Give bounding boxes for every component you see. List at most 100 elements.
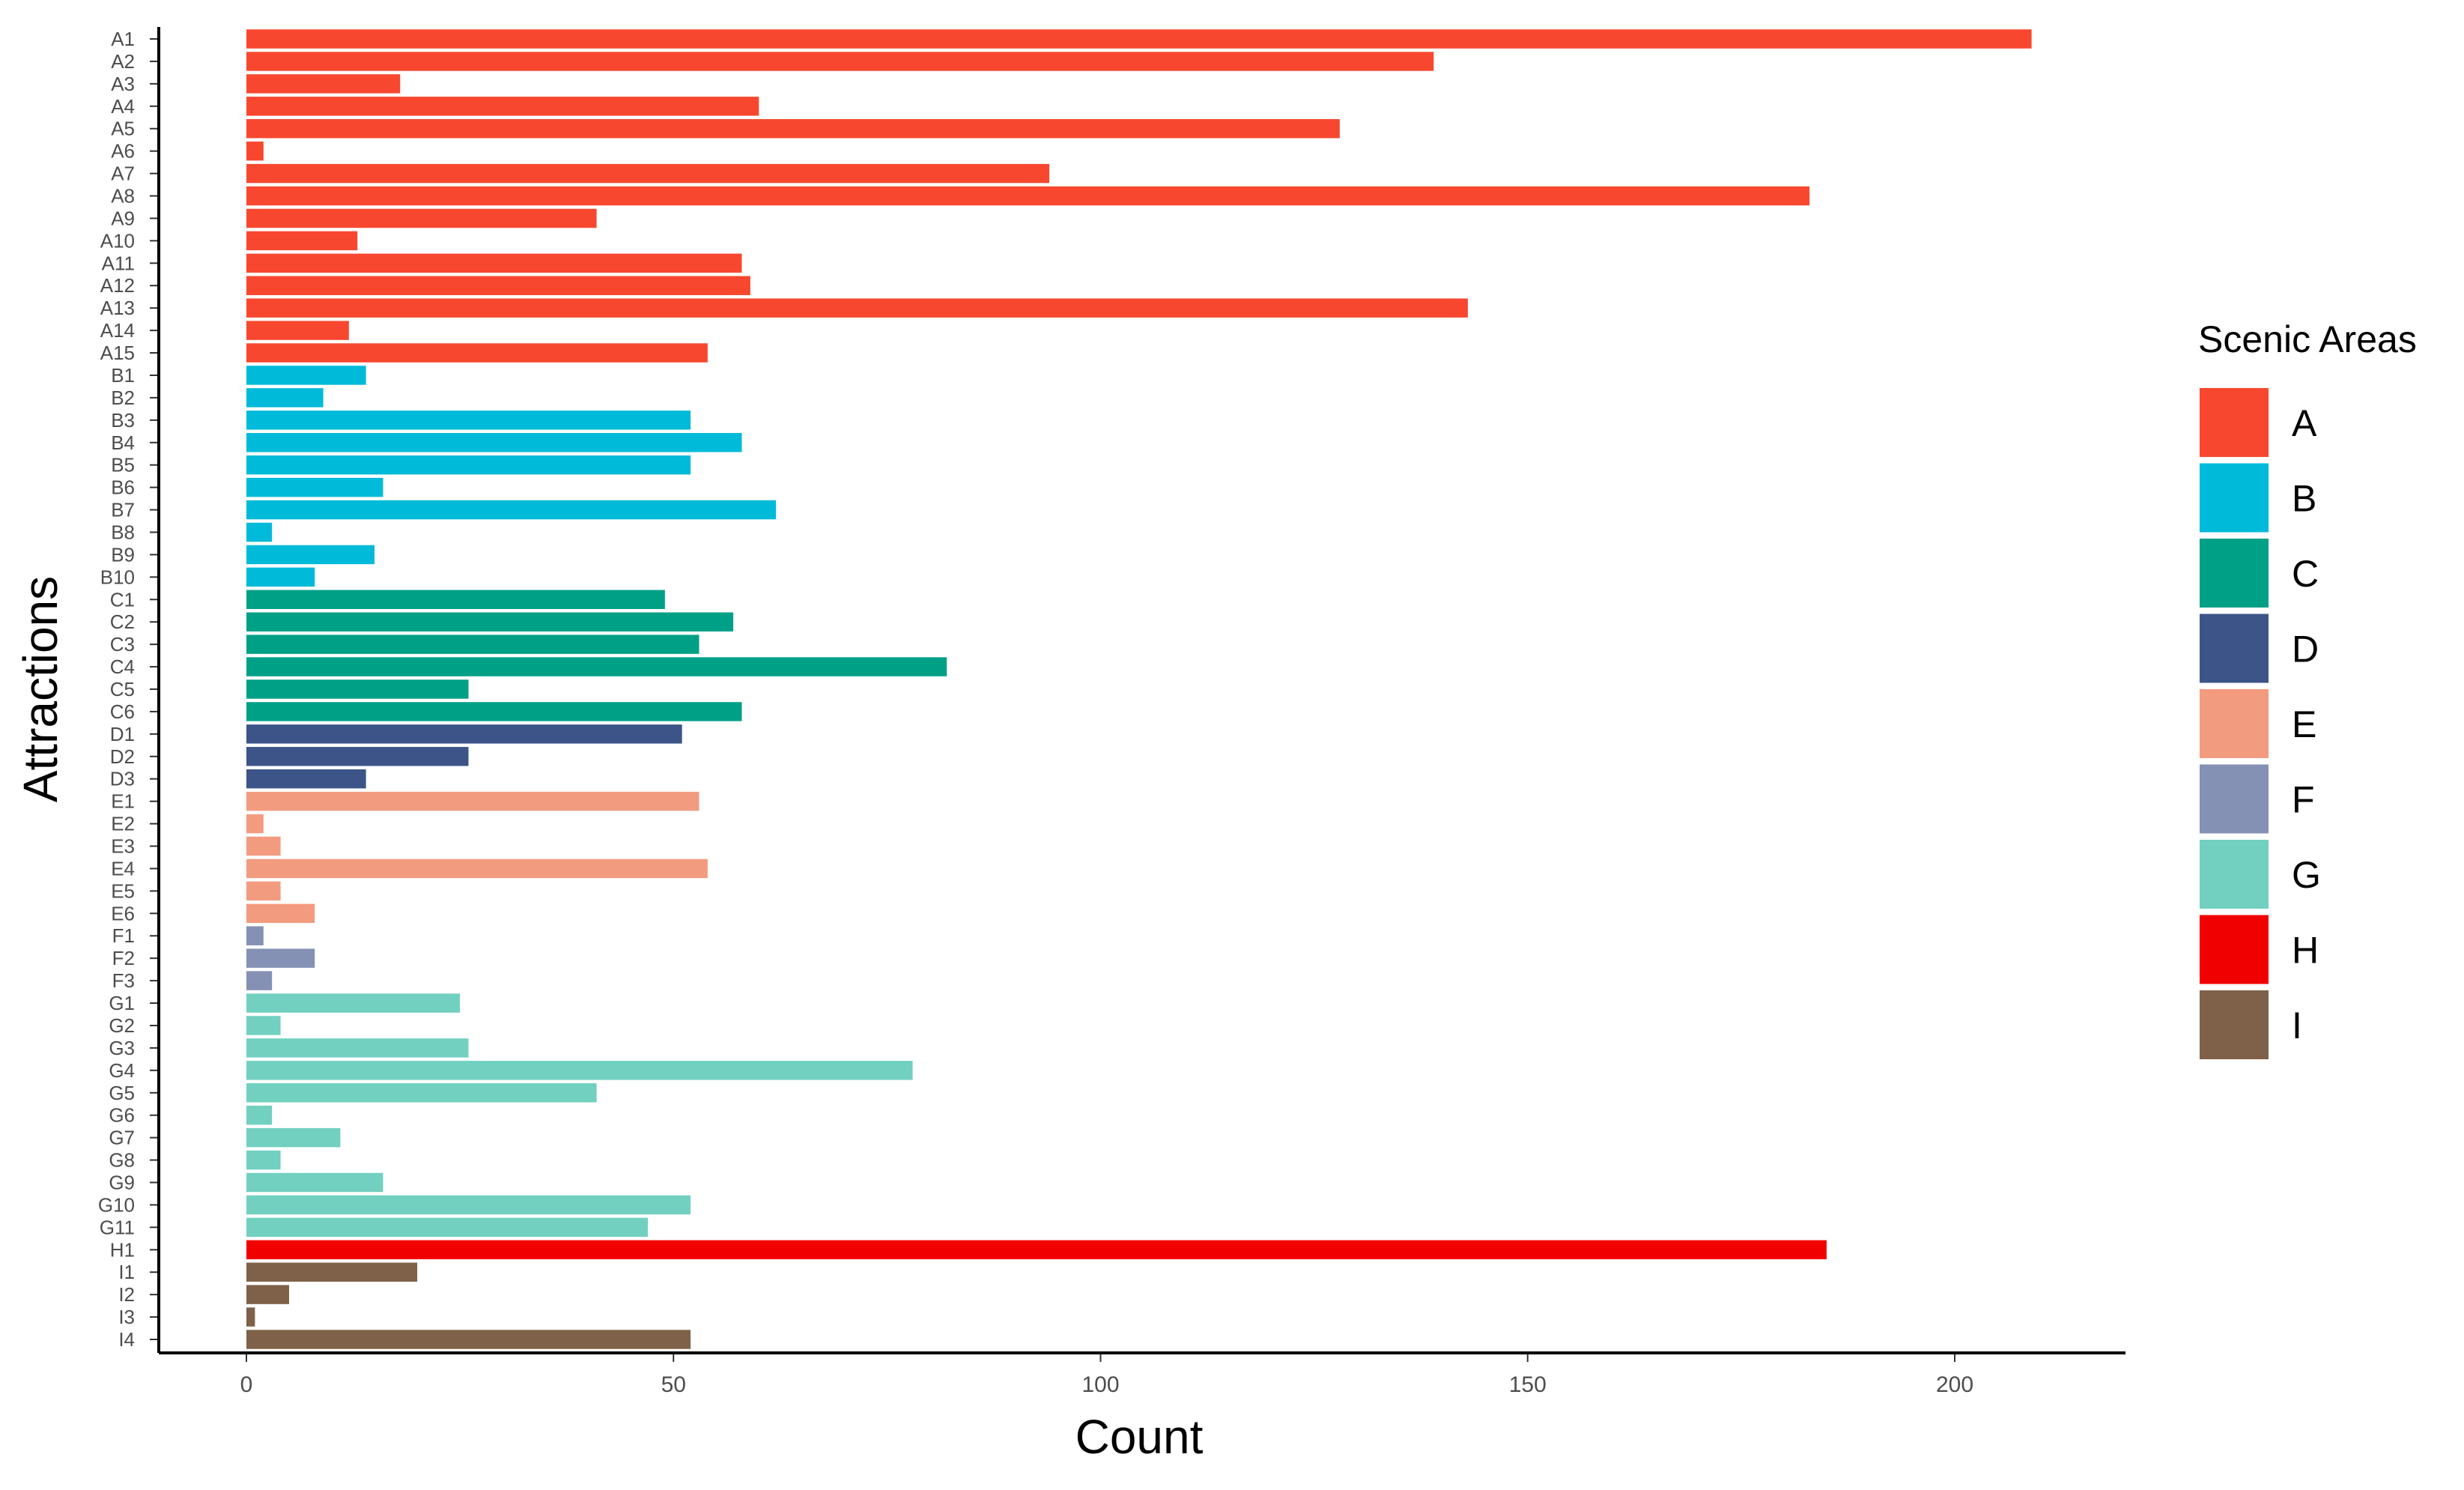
y-tick-label-i4: I4 bbox=[118, 1328, 135, 1351]
x-axis-title: Count bbox=[1075, 1410, 1204, 1464]
y-tick-label-a9: A9 bbox=[111, 207, 135, 229]
bar-b1 bbox=[246, 366, 366, 385]
bar-a3 bbox=[246, 74, 401, 94]
bar-c3 bbox=[246, 635, 700, 654]
y-tick-label-e1: E1 bbox=[111, 790, 135, 813]
bar-b5 bbox=[246, 455, 691, 475]
y-tick-label-b4: B4 bbox=[111, 431, 135, 454]
bar-a13 bbox=[246, 298, 1468, 318]
bar-b7 bbox=[246, 500, 777, 520]
legend-key-a bbox=[2200, 388, 2269, 457]
bar-i1 bbox=[246, 1262, 418, 1282]
bar-i2 bbox=[246, 1285, 290, 1304]
y-tick-label-c5: C5 bbox=[110, 678, 135, 700]
bar-a10 bbox=[246, 231, 358, 251]
bar-g7 bbox=[246, 1127, 341, 1148]
y-tick-label-a8: A8 bbox=[111, 185, 135, 208]
y-tick-label-e2: E2 bbox=[111, 813, 135, 835]
y-tick-label-c4: C4 bbox=[110, 655, 135, 678]
bar-c4 bbox=[246, 657, 947, 676]
legend-label-f: F bbox=[2292, 779, 2315, 821]
bar-a15 bbox=[246, 343, 708, 363]
y-tick-label-g6: G6 bbox=[109, 1104, 135, 1127]
bar-e5 bbox=[246, 881, 281, 901]
legend-key-f bbox=[2200, 764, 2269, 834]
y-tick-label-f2: F2 bbox=[112, 947, 135, 969]
bar-c6 bbox=[246, 702, 742, 721]
bar-a12 bbox=[246, 276, 750, 295]
bar-a5 bbox=[246, 119, 1340, 139]
legend-key-e bbox=[2200, 689, 2269, 758]
y-tick-label-g1: G1 bbox=[109, 992, 135, 1014]
y-tick-label-g5: G5 bbox=[109, 1082, 135, 1104]
bar-a1 bbox=[246, 29, 2032, 49]
bar-a4 bbox=[246, 97, 759, 116]
y-tick-label-e3: E3 bbox=[111, 835, 135, 858]
bar-i3 bbox=[246, 1307, 255, 1327]
bar-h1 bbox=[246, 1240, 1827, 1259]
bar-e4 bbox=[246, 858, 708, 879]
y-tick-label-b5: B5 bbox=[111, 454, 135, 476]
y-tick-label-a1: A1 bbox=[111, 28, 135, 50]
bar-f1 bbox=[246, 926, 264, 945]
bar-b4 bbox=[246, 433, 742, 452]
bar-e1 bbox=[246, 791, 700, 811]
y-tick-label-a13: A13 bbox=[100, 297, 135, 319]
y-tick-labels: A1A2A3A4A5A6A7A8A9A10A11A12A13A14A15B1B2… bbox=[98, 28, 159, 1351]
bar-b3 bbox=[246, 411, 691, 430]
legend-key-d bbox=[2200, 614, 2269, 683]
y-tick-label-g10: G10 bbox=[98, 1193, 135, 1216]
bar-g8 bbox=[246, 1150, 281, 1170]
x-tick-label-200: 200 bbox=[1936, 1372, 1973, 1397]
bar-b10 bbox=[246, 567, 315, 587]
y-tick-label-b1: B1 bbox=[111, 364, 135, 387]
x-tick-label-50: 50 bbox=[661, 1372, 686, 1397]
bar-f2 bbox=[246, 948, 315, 968]
bar-c5 bbox=[246, 679, 469, 699]
bar-b2 bbox=[246, 388, 324, 408]
y-tick-label-g4: G4 bbox=[109, 1059, 135, 1082]
legend-key-g bbox=[2200, 840, 2269, 909]
bar-i4 bbox=[246, 1330, 691, 1349]
bar-a8 bbox=[246, 186, 1810, 206]
bar-d2 bbox=[246, 747, 469, 766]
legend-label-e: E bbox=[2292, 703, 2316, 745]
y-tick-label-g2: G2 bbox=[109, 1014, 135, 1037]
bar-g4 bbox=[246, 1061, 913, 1080]
y-tick-label-c6: C6 bbox=[110, 700, 135, 723]
y-tick-label-a3: A3 bbox=[111, 73, 135, 95]
bar-d3 bbox=[246, 769, 366, 789]
y-tick-label-a5: A5 bbox=[111, 118, 135, 140]
y-tick-label-e5: E5 bbox=[111, 879, 135, 902]
legend-key-h bbox=[2200, 915, 2269, 984]
y-tick-label-c1: C1 bbox=[110, 588, 135, 611]
bar-g11 bbox=[246, 1217, 649, 1238]
y-tick-label-a4: A4 bbox=[111, 95, 135, 118]
legend-label-h: H bbox=[2292, 930, 2319, 972]
y-tick-label-g7: G7 bbox=[109, 1127, 135, 1149]
legend-key-i bbox=[2200, 990, 2269, 1059]
y-tick-label-g8: G8 bbox=[109, 1149, 135, 1172]
y-tick-label-g9: G9 bbox=[109, 1171, 135, 1193]
legend-label-b: B bbox=[2292, 478, 2316, 520]
bar-g2 bbox=[246, 1016, 281, 1035]
y-tick-label-i3: I3 bbox=[118, 1306, 135, 1328]
bar-g6 bbox=[246, 1105, 273, 1125]
y-tick-label-a11: A11 bbox=[102, 252, 135, 274]
y-tick-label-a6: A6 bbox=[111, 140, 135, 163]
y-tick-label-b7: B7 bbox=[111, 499, 135, 521]
bars-layer bbox=[246, 29, 2032, 1349]
y-tick-label-d2: D2 bbox=[110, 745, 135, 768]
bar-g1 bbox=[246, 993, 461, 1013]
y-tick-label-a2: A2 bbox=[111, 50, 135, 73]
bar-a6 bbox=[246, 141, 264, 161]
bar-a14 bbox=[246, 321, 349, 340]
y-tick-label-d3: D3 bbox=[110, 768, 135, 790]
y-tick-label-f3: F3 bbox=[112, 969, 135, 992]
legend-key-b bbox=[2200, 463, 2269, 533]
y-tick-label-h1: H1 bbox=[110, 1238, 135, 1261]
y-tick-label-e4: E4 bbox=[111, 857, 135, 879]
y-tick-label-g11: G11 bbox=[100, 1216, 135, 1238]
y-tick-label-a10: A10 bbox=[100, 229, 135, 252]
bar-a7 bbox=[246, 163, 1050, 184]
